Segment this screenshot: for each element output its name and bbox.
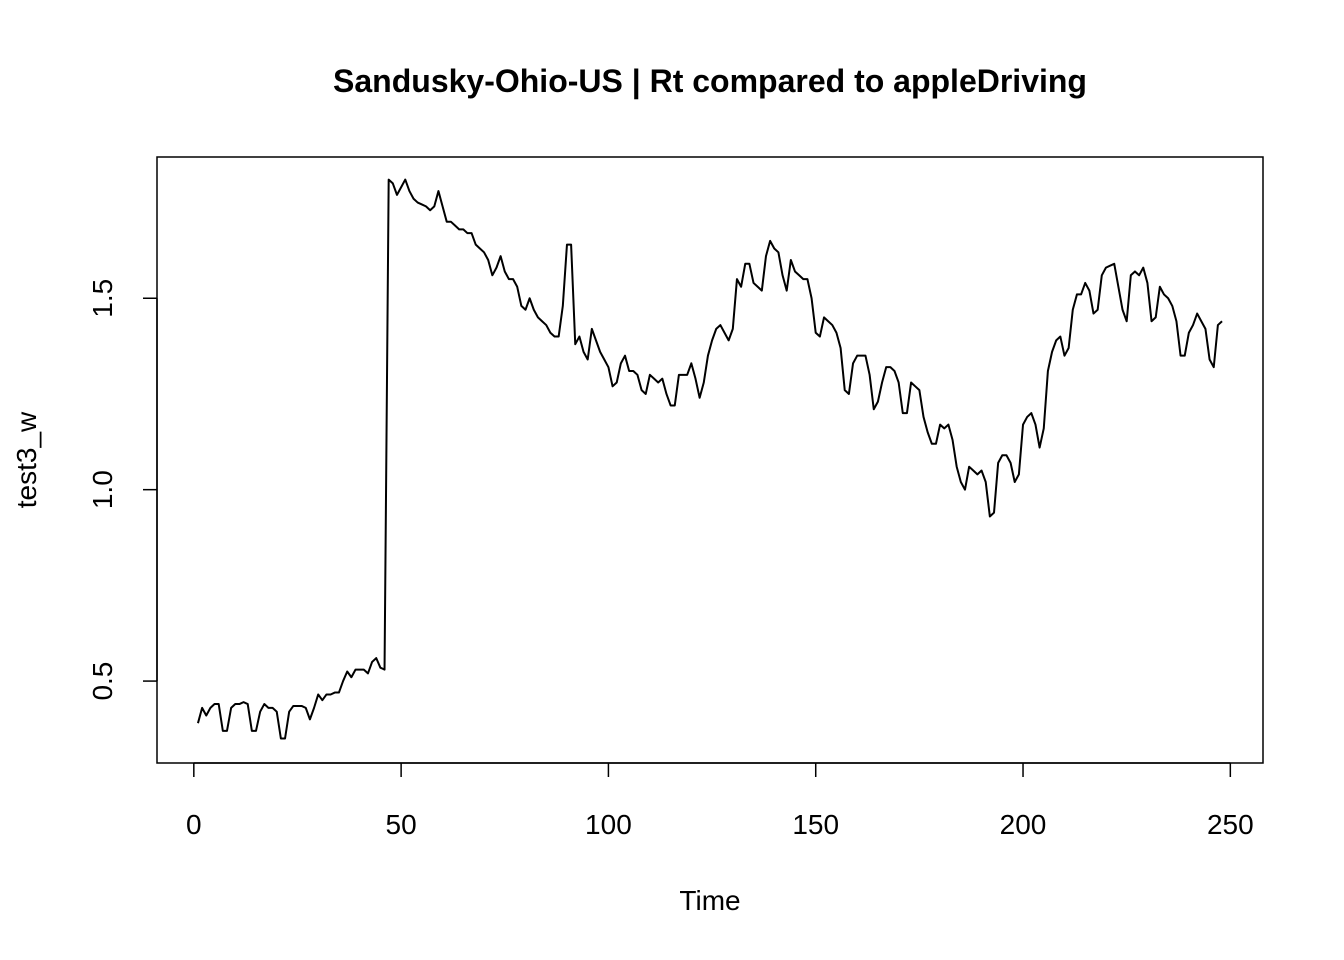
- x-tick-label: 50: [386, 809, 417, 840]
- x-tick-label: 0: [186, 809, 202, 840]
- x-tick-label: 250: [1207, 809, 1254, 840]
- x-axis-label: Time: [679, 885, 740, 916]
- plot-box: [156, 156, 1264, 764]
- data-line: [196, 178, 1223, 740]
- x-tick-label: 100: [585, 809, 632, 840]
- x-tick-label: 150: [792, 809, 839, 840]
- y-tick-label: 1.5: [87, 279, 118, 318]
- y-tick-label: 0.5: [87, 662, 118, 701]
- y-tick-label: 1.0: [87, 470, 118, 509]
- x-tick-label: 200: [1000, 809, 1047, 840]
- y-axis-label: test3_w: [11, 411, 42, 508]
- chart-title: Sandusky-Ohio-US | Rt compared to appleD…: [333, 63, 1087, 99]
